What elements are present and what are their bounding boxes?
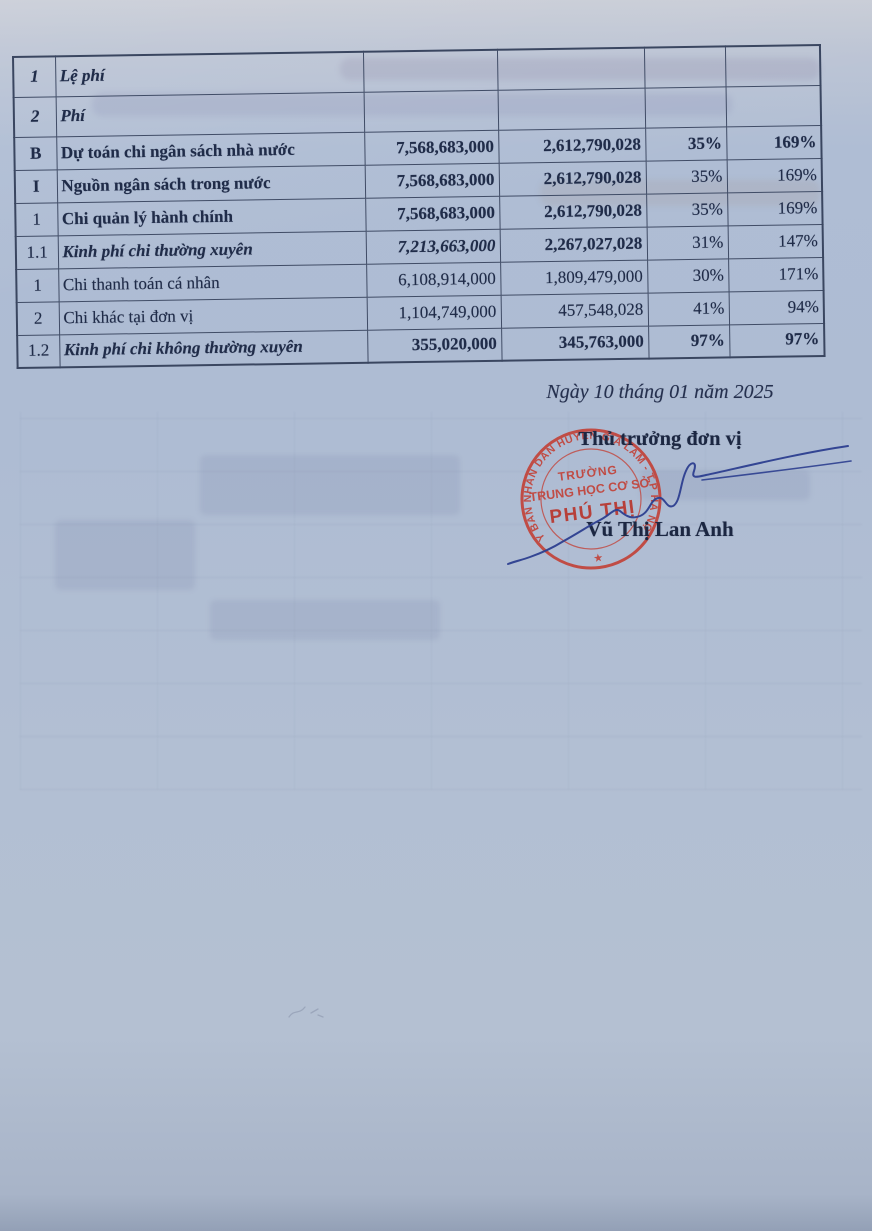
category-cell: Chi thanh toán cá nhân [58, 263, 367, 302]
estimate-value-cell: 7,213,663,000 [365, 228, 501, 264]
row-index-cell: 1 [15, 202, 58, 236]
estimate-value-cell: 6,108,914,000 [366, 261, 501, 297]
date-line: Ngày 10 tháng 01 năm 2025 [546, 381, 774, 403]
percent2-cell: 94% [728, 289, 825, 325]
signature-stroke [507, 445, 852, 565]
percent2-cell: 169% [727, 190, 823, 226]
stamp-inner-circle [540, 448, 642, 550]
percent1-cell: 35% [645, 159, 728, 194]
actual-value-cell: 2,612,790,028 [498, 127, 646, 163]
row-index-cell: 1.2 [17, 334, 60, 368]
percent1-cell: 30% [647, 258, 729, 293]
estimate-value-cell: 1,104,749,000 [366, 294, 502, 330]
estimate-value-cell: 7,568,683,000 [364, 129, 499, 165]
percent1-cell: 35% [645, 126, 727, 161]
actual-value-cell [496, 47, 645, 90]
official-stamp: ỦY BAN NHÂN DÂN HUYỆN GIA LÂM - T.P HÀ N… [496, 404, 665, 570]
category-cell: Nguồn ngân sách trong nước [56, 164, 366, 203]
row-index-cell: 2 [13, 96, 57, 137]
estimate-value-cell: 7,568,683,000 [364, 162, 500, 198]
row-index-cell: 1 [16, 268, 59, 302]
faint-pencil-mark [288, 1006, 324, 1018]
percent2-cell: 97% [729, 322, 825, 358]
percent1-cell: 31% [646, 225, 729, 260]
percent2-cell [724, 45, 821, 87]
category-cell: Phí [55, 91, 365, 137]
bleedthrough-text-blob [210, 600, 440, 640]
percent2-cell [725, 85, 822, 127]
category-cell: Kinh phí chi thường xuyên [57, 230, 367, 269]
bleedthrough-text-blob [55, 520, 195, 590]
percent2-cell: 171% [728, 256, 824, 292]
row-index-cell: 1 [13, 56, 56, 97]
row-index-cell: B [14, 136, 57, 170]
estimate-value-cell: 7,568,683,000 [365, 195, 500, 231]
percent1-cell [644, 86, 727, 128]
percent2-cell: 169% [726, 125, 822, 160]
category-cell: Chi khác tại đơn vị [58, 296, 368, 335]
actual-value-cell: 345,763,000 [501, 325, 649, 361]
actual-value-cell: 2,612,790,028 [498, 160, 647, 196]
percent1-cell [643, 46, 726, 88]
actual-value-cell: 2,267,027,028 [499, 226, 648, 262]
category-cell: Dự toán chi ngân sách nhà nước [56, 131, 365, 170]
percent2-cell: 147% [727, 223, 824, 259]
stamp-line1: TRƯỜNG [557, 462, 619, 484]
percent1-cell: 41% [647, 291, 730, 326]
actual-value-cell: 1,809,479,000 [500, 259, 648, 295]
percent1-cell: 35% [646, 192, 728, 227]
category-cell: Lệ phí [55, 51, 364, 97]
row-index-cell: 2 [16, 301, 60, 335]
estimate-value-cell [363, 89, 499, 132]
estimate-value-cell [362, 49, 498, 92]
actual-value-cell: 457,548,028 [500, 292, 649, 328]
category-cell: Kinh phí chi không thường xuyên [59, 329, 368, 368]
signer-title: Thủ trưởng đơn vị [578, 428, 742, 450]
stamp-star-icon: ★ [593, 552, 604, 565]
budget-table: 1 Lệ phí 2 Phí B Dự toán c [12, 43, 826, 369]
estimate-value-cell: 355,020,000 [367, 327, 502, 363]
percent1-cell: 97% [648, 324, 730, 359]
actual-value-cell: 2,612,790,028 [499, 193, 647, 229]
row-index-cell: I [14, 169, 58, 203]
row-index-cell: 1.1 [15, 235, 59, 269]
signer-name: Vũ Thị Lan Anh [586, 517, 734, 541]
stamp-outer-circle [520, 428, 662, 570]
actual-value-cell [497, 87, 646, 130]
percent2-cell: 169% [726, 158, 823, 193]
category-cell: Chi quản lý hành chính [57, 197, 366, 236]
bleedthrough-text-blob [200, 455, 460, 515]
